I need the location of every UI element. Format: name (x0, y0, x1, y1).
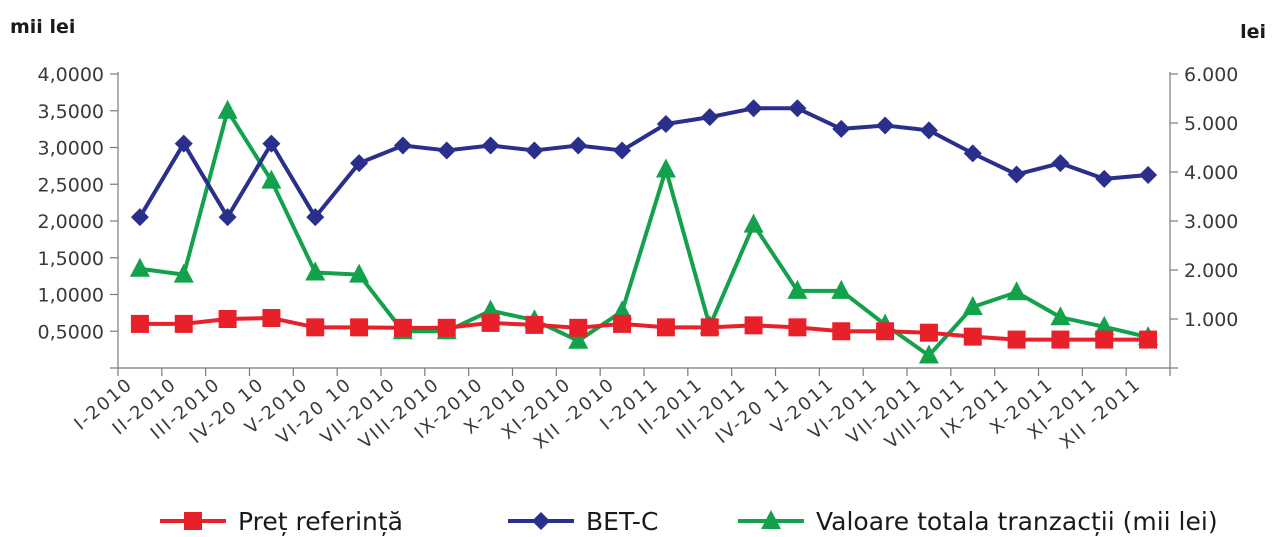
left-y-tick-label: 0,5000 (38, 321, 104, 343)
right-y-tick-label: 2.000 (1184, 260, 1238, 282)
data-point-pret-referinta (613, 314, 632, 333)
data-point-pret-referinta (130, 314, 149, 333)
data-point-bet-c (1095, 169, 1114, 188)
data-point-bet-c (788, 99, 807, 118)
left-y-tick-label: 4,0000 (38, 64, 104, 86)
data-point-pret-referinta (262, 309, 281, 328)
right-y-tick-label: 3.000 (1184, 211, 1238, 233)
data-point-pret-referinta (744, 316, 763, 335)
data-point-pret-referinta (788, 318, 807, 337)
data-point-bet-c (262, 134, 281, 153)
right-y-tick-label: 4.000 (1184, 162, 1238, 184)
data-point-valoare-totala (655, 158, 676, 178)
data-point-bet-c (393, 136, 412, 155)
data-point-valoare-totala (918, 344, 939, 364)
data-point-valoare-totala (129, 257, 150, 277)
data-point-valoare-totala (787, 279, 808, 299)
data-point-pret-referinta (350, 318, 369, 337)
data-point-bet-c (525, 141, 544, 160)
data-point-pret-referinta (963, 327, 982, 346)
data-point-pret-referinta (569, 318, 588, 337)
data-point-pret-referinta (393, 318, 412, 337)
left-axis-unit-label: mii lei (10, 16, 75, 38)
data-point-valoare-totala (568, 329, 589, 349)
data-point-bet-c (174, 134, 193, 153)
data-point-pret-referinta (876, 322, 895, 341)
data-point-valoare-totala (612, 300, 633, 320)
data-point-pret-referinta (700, 318, 719, 337)
data-point-bet-c (656, 114, 675, 133)
left-y-tick-label: 3,0000 (38, 138, 104, 160)
left-y-tick-label: 2,5000 (38, 174, 104, 196)
data-point-bet-c (481, 136, 500, 155)
data-point-bet-c (1051, 154, 1070, 173)
data-point-pret-referinta (1095, 330, 1114, 349)
legend-label-pret-referinta: Preț referință (238, 507, 403, 536)
data-point-bet-c (130, 208, 149, 227)
right-y-tick-label: 5.000 (1184, 113, 1238, 135)
data-point-bet-c (218, 208, 237, 227)
left-y-tick-label: 3,5000 (38, 101, 104, 123)
data-point-valoare-totala (831, 279, 852, 299)
right-axis-unit-label: lei (1240, 21, 1266, 43)
left-y-tick-label: 2,0000 (38, 211, 104, 233)
data-point-bet-c (1139, 165, 1158, 184)
data-point-pret-referinta (437, 318, 456, 337)
data-point-pret-referinta (1139, 330, 1158, 349)
data-point-pret-referinta (525, 315, 544, 334)
data-point-bet-c (306, 208, 325, 227)
legend-swatch-marker-bet-c (532, 512, 550, 530)
legend-swatch-marker-pret-referinta (184, 512, 202, 530)
legend-label-bet-c: BET-C (586, 507, 658, 536)
series-line-pret-referinta (139, 316, 1149, 342)
data-point-valoare-totala (1006, 281, 1027, 301)
data-point-bet-c (613, 141, 632, 160)
data-point-pret-referinta (174, 314, 193, 333)
data-point-valoare-totala (1094, 315, 1115, 335)
data-point-pret-referinta (481, 313, 500, 332)
data-point-valoare-totala (349, 263, 370, 283)
data-point-pret-referinta (218, 310, 237, 328)
data-point-valoare-totala (261, 169, 282, 189)
series-line-bet-c (138, 106, 1149, 220)
data-point-pret-referinta (1007, 330, 1026, 349)
data-point-pret-referinta (306, 318, 325, 337)
data-point-bet-c (437, 141, 456, 160)
data-point-bet-c (832, 119, 851, 138)
legend-swatch-marker-valoare-totala (761, 510, 781, 529)
right-y-tick-label: 6.000 (1184, 64, 1238, 86)
data-point-pret-referinta (656, 318, 675, 337)
left-y-tick-label: 1,0000 (38, 285, 104, 307)
legend-label-valoare-totala: Valoare totala tranzacții (mii lei) (816, 507, 1218, 536)
data-point-bet-c (963, 144, 982, 163)
data-point-bet-c (919, 121, 938, 140)
data-point-valoare-totala (305, 261, 326, 281)
data-point-valoare-totala (173, 263, 194, 283)
left-y-tick-label: 1,5000 (38, 248, 104, 270)
data-point-valoare-totala (217, 99, 238, 119)
data-point-valoare-totala (962, 295, 983, 315)
data-point-bet-c (350, 154, 369, 173)
series-line-valoare-totala (139, 108, 1149, 358)
data-point-bet-c (876, 116, 895, 135)
data-point-bet-c (744, 99, 763, 118)
right-y-tick-label: 1.000 (1184, 309, 1238, 331)
data-point-bet-c (569, 136, 588, 155)
data-point-pret-referinta (832, 322, 851, 341)
data-point-pret-referinta (1051, 330, 1070, 349)
data-point-valoare-totala (1050, 306, 1071, 326)
data-point-bet-c (1007, 165, 1026, 184)
data-point-pret-referinta (919, 323, 938, 342)
data-point-bet-c (700, 108, 719, 127)
data-point-valoare-totala (743, 213, 764, 233)
